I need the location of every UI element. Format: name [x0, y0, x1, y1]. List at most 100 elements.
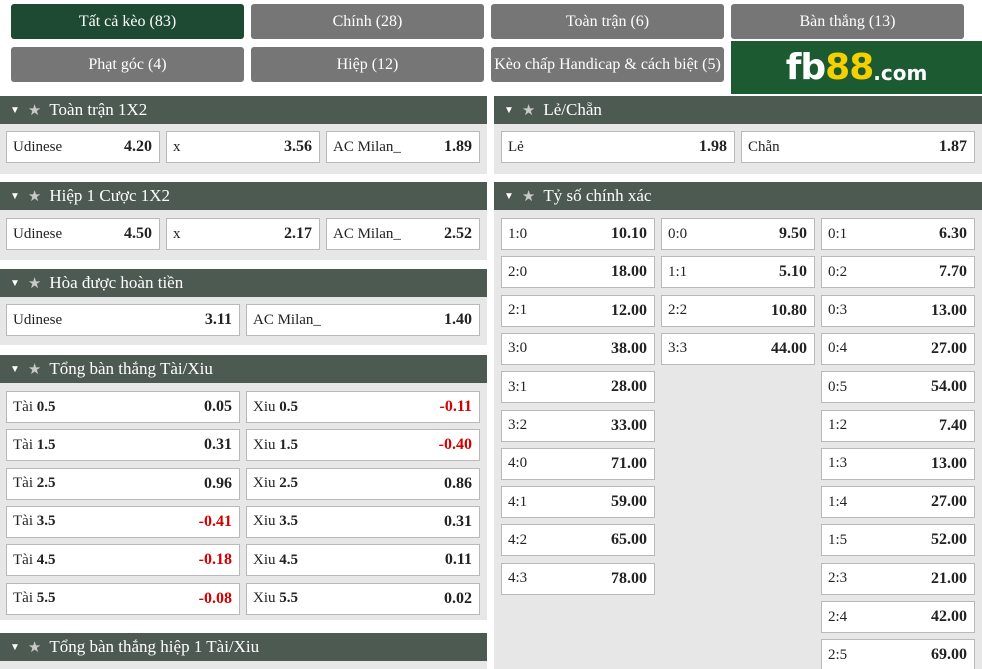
cell-label-text: Xiu	[253, 551, 276, 568]
tab-corners[interactable]: Phạt góc (4)	[11, 47, 244, 82]
cell-label: Tài 4.5	[13, 552, 56, 569]
odd-cell-away[interactable]: AC Milan_ 1.89	[326, 131, 480, 163]
score-cell-away[interactable]: 2:5 69.00	[821, 639, 975, 669]
over-cell[interactable]: Tài 5.5 -0.08	[6, 582, 240, 615]
cell-odd: 2.17	[284, 225, 312, 242]
over-cell[interactable]: Tài 0.5 0.05	[6, 391, 240, 423]
cell-label: 2:1	[508, 302, 527, 319]
cell-odd: 78.00	[611, 569, 647, 587]
score-cell-away[interactable]: 0:2 7.70	[821, 256, 975, 289]
cell-label-text: 1:1	[668, 263, 688, 280]
cell-label-text: Tài	[13, 590, 33, 606]
score-cell-draw[interactable]: 2:2 10.80	[661, 294, 815, 327]
star-icon[interactable]: ★	[521, 101, 536, 119]
triangle-down-icon[interactable]: ▼	[10, 363, 20, 375]
over-cell[interactable]: Tài 2.5 0.96	[6, 467, 240, 500]
star-icon[interactable]: ★	[27, 360, 42, 378]
under-cell[interactable]: Xiu 5.5 0.02	[246, 582, 480, 615]
panel-header[interactable]: ▼ ★ Hiệp 1 Cược 1X2	[0, 182, 487, 210]
cell-odd: 27.00	[931, 339, 967, 357]
line-value: 2.5	[279, 475, 298, 492]
panel-header[interactable]: ▼ ★ Tổng bàn thắng hiệp 1 Tài/Xiu	[0, 633, 487, 661]
star-icon[interactable]: ★	[521, 187, 536, 205]
score-cell-home[interactable]: 3:1 28.00	[501, 371, 655, 404]
star-icon[interactable]: ★	[27, 101, 42, 119]
odd-cell-away[interactable]: AC Milan_ 1.40	[246, 304, 480, 336]
odd-cell-odd[interactable]: Lẻ 1.98	[501, 131, 735, 163]
under-cell[interactable]: Xiu 1.5 -0.40	[246, 429, 480, 462]
cell-odd: -0.11	[439, 398, 472, 415]
under-cell[interactable]: Xiu 4.5 0.11	[246, 544, 480, 577]
panel-header[interactable]: ▼ ★ Toàn trận 1X2	[0, 96, 487, 124]
over-cell[interactable]: Tài 4.5 -0.18	[6, 544, 240, 577]
triangle-down-icon[interactable]: ▼	[10, 277, 20, 289]
cell-label: Tài 2.5	[13, 475, 56, 492]
cell-odd: 0.02	[444, 589, 472, 607]
score-cell-away[interactable]: 1:3 13.00	[821, 447, 975, 480]
over-cell[interactable]: Tài 3.5 -0.41	[6, 505, 240, 538]
score-cell-home[interactable]: 3:0 38.00	[501, 332, 655, 365]
line-value: 5.5	[36, 590, 56, 606]
cell-label-text: 1:5	[828, 531, 848, 548]
under-cell[interactable]: Xiu 0.5 -0.11	[246, 391, 480, 423]
tab-full-match[interactable]: Toàn trận (6)	[491, 4, 724, 39]
odd-cell-home[interactable]: Udinese 3.11	[6, 304, 240, 336]
panel-header[interactable]: ▼ ★ Tổng bàn thắng Tài/Xiu	[0, 355, 487, 383]
score-cell-draw[interactable]: 3:3 44.00	[661, 332, 815, 365]
score-cell-draw[interactable]: 1:1 5.10	[661, 256, 815, 289]
score-cell-draw[interactable]: 0:0 9.50	[661, 218, 815, 250]
tab-all[interactable]: Tất cả kèo (83)	[11, 4, 244, 39]
score-cell-away[interactable]: 1:4 27.00	[821, 486, 975, 519]
cell-odd: 0.05	[204, 398, 232, 415]
tab-goals[interactable]: Bàn thắng (13)	[731, 4, 964, 39]
panel-header[interactable]: ▼ ★ Tỷ số chính xác	[494, 182, 982, 210]
tab-half[interactable]: Hiệp (12)	[251, 47, 484, 82]
cell-label-text: 4:1	[508, 493, 528, 510]
triangle-down-icon[interactable]: ▼	[10, 190, 20, 202]
star-icon[interactable]: ★	[27, 274, 42, 292]
tab-main[interactable]: Chính (28)	[251, 4, 484, 39]
score-cell-away[interactable]: 0:5 54.00	[821, 371, 975, 404]
score-cell-away[interactable]: 0:3 13.00	[821, 294, 975, 327]
score-cell-home[interactable]: 4:0 71.00	[501, 447, 655, 480]
score-cell-home[interactable]: 1:0 10.10	[501, 218, 655, 250]
score-cell-away[interactable]: 1:5 52.00	[821, 524, 975, 557]
score-cell-home[interactable]: 3:2 33.00	[501, 409, 655, 442]
score-cell-away[interactable]: 1:2 7.40	[821, 409, 975, 442]
cell-label: Udinese	[13, 225, 63, 242]
under-cell[interactable]: Xiu 2.5 0.86	[246, 467, 480, 500]
score-cell-away[interactable]: 0:1 6.30	[821, 218, 975, 250]
score-cell-home[interactable]: 4:2 65.00	[501, 524, 655, 557]
panel-header[interactable]: ▼ ★ Lẻ/Chẵn	[494, 96, 982, 124]
cell-label: 0:1	[828, 226, 847, 243]
under-cell[interactable]: Xiu 3.5 0.31	[246, 505, 480, 538]
triangle-down-icon[interactable]: ▼	[504, 190, 514, 202]
score-cell-away[interactable]: 2:4 42.00	[821, 601, 975, 633]
panel-header[interactable]: ▼ ★ Hòa được hoàn tiền	[0, 269, 487, 297]
star-icon[interactable]: ★	[27, 638, 42, 656]
cell-odd: 2.52	[444, 225, 472, 242]
odd-cell-draw[interactable]: x 2.17	[166, 218, 320, 250]
triangle-down-icon[interactable]: ▼	[10, 641, 20, 653]
cell-label-text: 0:3	[828, 302, 848, 319]
cell-label: 2:5	[828, 647, 847, 664]
cell-label: Xiu 5.5	[253, 590, 298, 607]
score-cell-away[interactable]: 0:4 27.00	[821, 332, 975, 365]
score-cell-home[interactable]: 2:0 18.00	[501, 256, 655, 289]
score-cell-home[interactable]: 4:1 59.00	[501, 486, 655, 519]
cell-label: Tài 5.5	[13, 590, 56, 607]
cell-odd: 4.50	[124, 225, 152, 242]
odd-cell-draw[interactable]: x 3.56	[166, 131, 320, 163]
score-cell-home[interactable]: 2:1 12.00	[501, 294, 655, 327]
triangle-down-icon[interactable]: ▼	[504, 104, 514, 116]
odd-cell-home[interactable]: Udinese 4.20	[6, 131, 160, 163]
odd-cell-away[interactable]: AC Milan_ 2.52	[326, 218, 480, 250]
odd-cell-home[interactable]: Udinese 4.50	[6, 218, 160, 250]
odd-cell-even[interactable]: Chẵn 1.87	[741, 131, 975, 163]
over-cell[interactable]: Tài 1.5 0.31	[6, 429, 240, 462]
score-cell-away[interactable]: 2:3 21.00	[821, 562, 975, 595]
tab-handicap[interactable]: Kèo chấp Handicap & cách biệt (5)	[491, 47, 724, 82]
star-icon[interactable]: ★	[27, 187, 42, 205]
score-cell-home[interactable]: 4:3 78.00	[501, 562, 655, 595]
triangle-down-icon[interactable]: ▼	[10, 104, 20, 116]
